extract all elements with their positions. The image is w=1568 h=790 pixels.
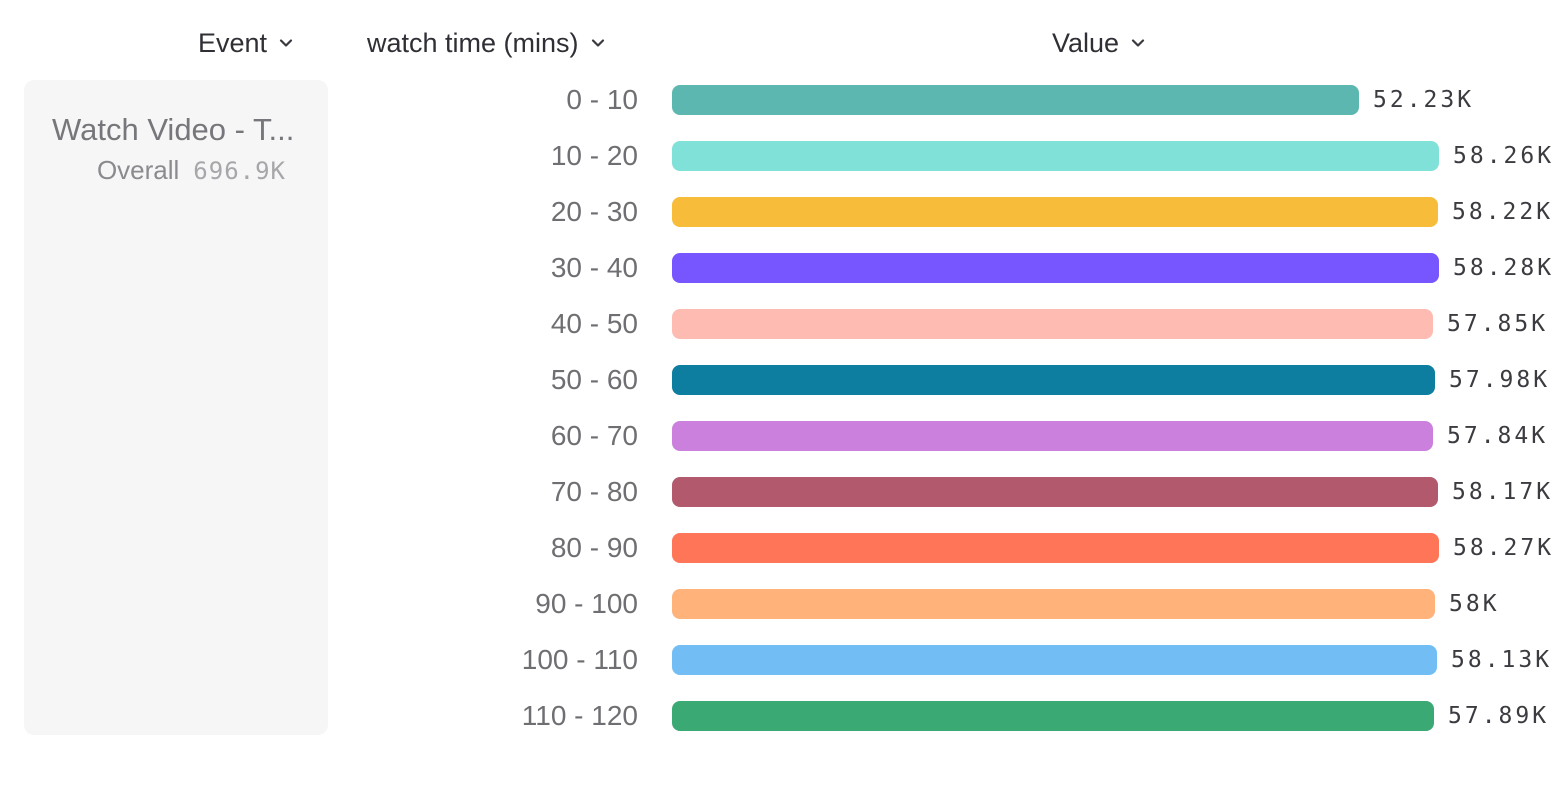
bucket-label: 70 - 80 [550, 476, 638, 507]
breakdown-column-header[interactable]: watch time (mins) [367, 26, 608, 60]
chart-row: 110 - 120 57.89K [0, 701, 1568, 731]
bucket-label: 80 - 90 [550, 532, 638, 563]
chevron-down-icon [588, 29, 608, 60]
bar-segment[interactable] [672, 253, 1439, 283]
bar-segment[interactable] [672, 645, 1437, 675]
chart-row: 20 - 30 58.22K [0, 197, 1568, 227]
bucket-label: 50 - 60 [550, 364, 638, 395]
chart-row: 60 - 70 57.84K [0, 421, 1568, 451]
bucket-label: 20 - 30 [550, 196, 638, 227]
bar-segment[interactable] [672, 197, 1438, 227]
value-column-label: Value [1052, 27, 1120, 58]
bar-segment[interactable] [672, 309, 1433, 339]
chart-row: 50 - 60 57.98K [0, 365, 1568, 395]
bucket-label: 110 - 120 [521, 700, 638, 731]
bar-segment[interactable] [672, 365, 1435, 395]
bar-value: 58.26K [1453, 143, 1555, 169]
bucket-label: 0 - 10 [566, 84, 638, 115]
bar-value: 58.27K [1453, 535, 1555, 561]
event-card[interactable]: Watch Video - T... Overall 696.9K [24, 80, 328, 735]
chart-row: 30 - 40 58.28K [0, 253, 1568, 283]
chart-row: 0 - 10 52.23K [0, 85, 1568, 115]
chart-row: 40 - 50 57.85K [0, 309, 1568, 339]
bar-segment[interactable] [672, 533, 1439, 563]
bar-value: 58K [1449, 591, 1500, 617]
bar-segment[interactable] [672, 477, 1438, 507]
bucket-label: 100 - 110 [521, 644, 638, 675]
bucket-label: 60 - 70 [550, 420, 638, 451]
chart-row: 10 - 20 58.26K [0, 141, 1568, 171]
chart-row: 100 - 110 58.13K [0, 645, 1568, 675]
bar-value: 57.98K [1449, 367, 1551, 393]
bar-value: 57.85K [1447, 311, 1549, 337]
overall-label: Overall [96, 155, 180, 185]
chevron-down-icon [276, 29, 296, 60]
bar-segment[interactable] [672, 141, 1439, 171]
chart-row: 90 - 100 58K [0, 589, 1568, 619]
event-column-label: Event [198, 27, 268, 58]
bar-value: 58.17K [1452, 479, 1554, 505]
bar-segment[interactable] [672, 589, 1435, 619]
bar-segment[interactable] [672, 85, 1359, 115]
event-overall-row: Overall 696.9K [52, 155, 286, 186]
event-column-header[interactable]: Event [198, 26, 296, 60]
event-title: Watch Video - T... [52, 112, 295, 147]
chart-row: 70 - 80 58.17K [0, 477, 1568, 507]
bar-value: 58.22K [1452, 199, 1554, 225]
bar-value: 58.28K [1453, 255, 1555, 281]
bar-value: 58.13K [1451, 647, 1553, 673]
bucket-label: 90 - 100 [535, 588, 638, 619]
overall-value: 696.9K [193, 157, 286, 185]
bucket-label: 30 - 40 [550, 252, 638, 283]
breakdown-column-label: watch time (mins) [367, 27, 579, 58]
bar-value: 52.23K [1373, 87, 1475, 113]
chevron-down-icon [1128, 29, 1148, 60]
value-column-header[interactable]: Value [1052, 26, 1148, 60]
bar-segment[interactable] [672, 701, 1434, 731]
bar-value: 57.84K [1447, 423, 1549, 449]
bucket-label: 10 - 20 [550, 140, 638, 171]
bucket-label: 40 - 50 [550, 308, 638, 339]
bar-value: 57.89K [1448, 703, 1550, 729]
chart-row: 80 - 90 58.27K [0, 533, 1568, 563]
bar-segment[interactable] [672, 421, 1433, 451]
